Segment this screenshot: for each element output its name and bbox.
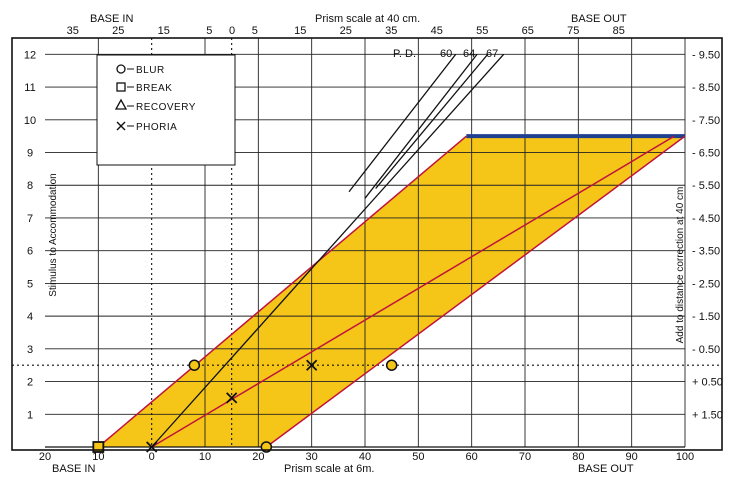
zone-layer — [98, 136, 686, 447]
y-tick-label: 9 — [27, 148, 33, 160]
black-line-p-d-64 — [364, 53, 478, 199]
black-line-demand-line — [151, 53, 505, 448]
bottom-tick-label: 0 — [149, 451, 155, 463]
right-tick-label: - 6.50 — [692, 148, 720, 160]
bottom-tick-label: 20 — [39, 451, 51, 463]
phoria-marker — [306, 359, 318, 371]
bottom-tick-labels: 20 10 0 10 20 30 40 50 60 70 80 90 100 — [39, 451, 694, 463]
bottom-tick-label: 20 — [252, 451, 264, 463]
right-tick-label: - 0.50 — [692, 344, 720, 356]
blur-circle-icon — [116, 64, 126, 74]
bottom-tick-label: 30 — [306, 451, 318, 463]
right-tick-label: - 9.50 — [692, 49, 720, 61]
blur-marker — [188, 359, 201, 371]
right-tick-labels: + 1.50 + 0.50 - 0.50 - 1.50 - 2.50 - 3.50 - 4.… — [692, 49, 723, 421]
right-tick-label: - 4.50 — [692, 213, 720, 225]
top-tick-label: 5 — [206, 25, 212, 37]
legend-label-blur: BLUR — [136, 65, 165, 76]
top-scale-title: Prism scale at 40 cm. — [315, 13, 420, 25]
top-tick-label: 25 — [112, 25, 124, 37]
top-base-out-label: BASE OUT — [571, 13, 627, 25]
black-line-p-d-60 — [348, 53, 457, 193]
top-base-in-label: BASE IN — [90, 13, 133, 25]
bottom-tick-label: 70 — [519, 451, 531, 463]
right-axis-title: Add to distance correction at 40 cm — [675, 187, 686, 344]
lines-layer — [97, 53, 686, 448]
bottom-base-in-label: BASE IN — [52, 463, 95, 475]
top-tick-label: 0 — [229, 25, 235, 37]
bottom-tick-label: 40 — [359, 451, 371, 463]
phoria-marker — [226, 392, 238, 404]
bottom-tick-label: 80 — [572, 451, 584, 463]
top-tick-label: 45 — [431, 25, 443, 37]
right-tick-label: + 0.50 — [692, 377, 723, 389]
bottom-tick-label: 50 — [412, 451, 424, 463]
y-tick-label: 5 — [27, 278, 33, 290]
red-line-phoria-line — [151, 135, 675, 448]
right-tick-label: - 8.50 — [692, 82, 720, 94]
top-tick-label: 55 — [476, 25, 488, 37]
y-tick-label: 7 — [27, 213, 33, 225]
bottom-tick-label: 60 — [466, 451, 478, 463]
y-tick-label: 10 — [24, 115, 36, 127]
y-tick-label: 12 — [24, 49, 36, 61]
top-tick-label: 65 — [522, 25, 534, 37]
pd-value-60: 60 — [440, 48, 452, 60]
top-tick-labels: 35 25 15 5 0 5 15 25 35 45 55 65 75 85 — [67, 25, 625, 37]
markers-layer — [92, 359, 398, 453]
y-tick-label: 11 — [24, 82, 35, 94]
right-tick-label: - 5.50 — [692, 180, 720, 192]
y-tick-label: 8 — [27, 180, 33, 192]
legend-label-break: BREAK — [136, 83, 172, 94]
top-tick-label: 35 — [385, 25, 397, 37]
right-tick-label: - 3.50 — [692, 246, 720, 258]
y-tick-label: 4 — [27, 311, 33, 323]
bottom-scale-title: Prism scale at 6m. — [284, 463, 374, 475]
zone-of-single-binocular-vision — [98, 136, 686, 447]
top-tick-label: 35 — [67, 25, 79, 37]
break-marker — [92, 441, 105, 453]
top-tick-label: 15 — [294, 25, 306, 37]
legend-label-recovery: RECOVERY — [136, 102, 196, 113]
y-axis-title: Stimulus to Accommodation — [48, 173, 59, 296]
top-tick-label: 15 — [158, 25, 170, 37]
y-tick-label: 2 — [27, 377, 33, 389]
bottom-tick-label: 10 — [92, 451, 104, 463]
red-line-zone-right-edge — [265, 135, 686, 448]
right-tick-label: - 7.50 — [692, 115, 720, 127]
legend-label-phoria: PHORIA — [136, 122, 177, 133]
y-tick-label: 3 — [27, 344, 33, 356]
top-tick-label: 75 — [567, 25, 579, 37]
bottom-tick-label: 10 — [199, 451, 211, 463]
legend: BLUR BREAK RECOVERY PHORIA — [96, 54, 236, 166]
top-tick-label: 85 — [613, 25, 625, 37]
right-tick-label: - 2.50 — [692, 278, 720, 290]
recovery-triangle-icon — [114, 98, 128, 110]
top-tick-label: 25 — [340, 25, 352, 37]
blur-marker — [385, 359, 398, 371]
chart-frame — [11, 37, 723, 451]
right-tick-label: + 1.50 — [692, 409, 723, 421]
bottom-tick-label: 90 — [626, 451, 638, 463]
phoria-stroke — [306, 359, 318, 371]
bottom-tick-label: 100 — [676, 451, 694, 463]
pd-value-64: 64 — [463, 48, 475, 60]
pd-value-67: 67 — [486, 48, 498, 60]
y-tick-label: 6 — [27, 246, 33, 258]
phoria-x-icon — [116, 121, 126, 131]
break-square-icon — [116, 82, 126, 92]
black-line-p-d-67 — [375, 53, 489, 189]
red-line-zone-left-edge — [97, 135, 467, 448]
y-tick-label: 1 — [27, 409, 33, 421]
top-tick-label: 5 — [252, 25, 258, 37]
bottom-base-out-label: BASE OUT — [578, 463, 634, 475]
phoria-stroke — [226, 392, 238, 404]
pd-label: P. D. — [393, 48, 416, 60]
right-tick-label: - 1.50 — [692, 311, 720, 323]
